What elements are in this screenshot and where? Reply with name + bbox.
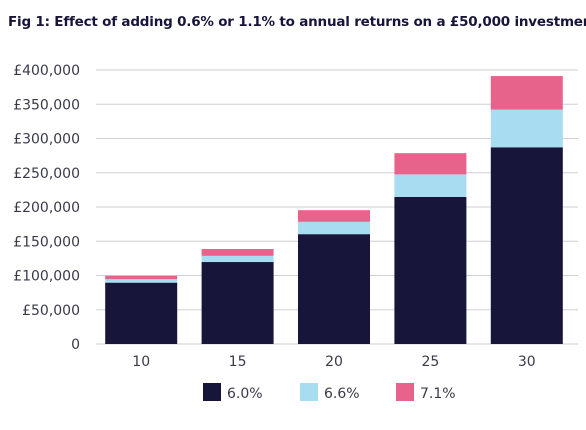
x-axis: 10 15 20 25 30 [132, 354, 535, 370]
bar-segment-7-1- [394, 153, 467, 175]
bar-segment-6-6- [298, 221, 370, 235]
bar-segment-6-0- [201, 262, 274, 344]
y-tick-label: £50,000 [22, 303, 80, 319]
bar-segment-7-1- [298, 210, 370, 222]
legend-label: 6.6% [324, 386, 360, 402]
x-tick-label: 10 [132, 354, 150, 370]
legend-label: 6.0% [227, 386, 263, 402]
legend-swatch [300, 383, 318, 401]
bar-segment-6-6- [105, 279, 178, 283]
y-tick-label: £150,000 [13, 234, 80, 250]
y-tick-label: £200,000 [13, 200, 80, 216]
x-tick-label: 30 [518, 354, 536, 370]
y-tick-label: £300,000 [13, 132, 80, 148]
bar-segment-6-6- [201, 255, 274, 263]
bar-segment-6-0- [490, 147, 563, 344]
bar-segment-7-1- [490, 76, 563, 110]
y-tick-label: £250,000 [13, 166, 80, 182]
legend: 6.0% 6.6% 7.1% [203, 383, 456, 402]
chart-title: Fig 1: Effect of adding 0.6% or 1.1% to … [8, 14, 586, 30]
x-tick-label: 15 [229, 354, 247, 370]
bars [105, 76, 563, 344]
bar-segment-6-0- [105, 282, 178, 344]
y-tick-label: £100,000 [13, 269, 80, 285]
bar-segment-7-1- [105, 275, 178, 280]
x-tick-label: 20 [325, 354, 343, 370]
y-tick-label: £350,000 [13, 97, 80, 113]
x-tick-label: 25 [421, 354, 439, 370]
legend-swatch [396, 383, 414, 401]
y-tick-label: 0 [71, 337, 80, 353]
bar-segment-6-6- [490, 109, 563, 148]
legend-swatch [203, 383, 221, 401]
legend-label: 7.1% [420, 386, 456, 402]
bar-segment-6-0- [394, 197, 467, 344]
bar-segment-6-0- [298, 234, 370, 344]
y-axis: 0 £50,000 £100,000 £150,000 £200,000 £250,000… [13, 63, 80, 353]
bar-segment-6-6- [394, 174, 467, 198]
y-tick-label: £400,000 [13, 63, 80, 79]
bar-segment-7-1- [201, 249, 274, 256]
